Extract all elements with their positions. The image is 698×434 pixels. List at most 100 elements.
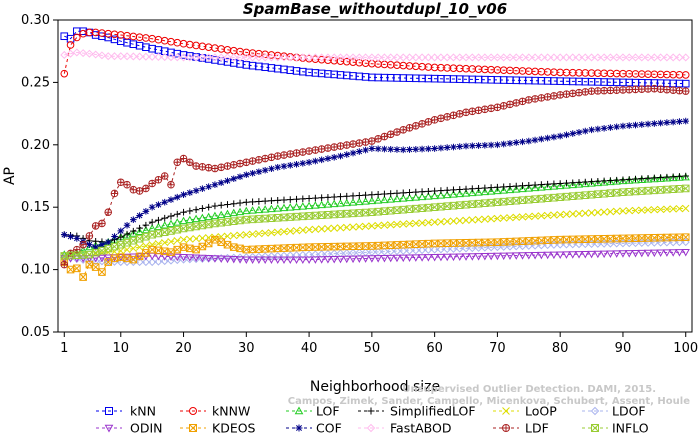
data-point (161, 238, 169, 247)
data-point (538, 181, 545, 188)
data-point (91, 50, 100, 59)
data-point (123, 238, 131, 247)
data-point (682, 117, 690, 125)
data-point (261, 166, 269, 174)
data-point (468, 188, 477, 197)
data-point (73, 235, 81, 242)
data-point (104, 52, 113, 61)
data-point (506, 140, 514, 147)
data-point (650, 186, 659, 195)
data-point (556, 180, 564, 187)
data-point (154, 246, 163, 255)
data-point (198, 213, 207, 222)
data-point (499, 242, 508, 251)
data-point (336, 224, 345, 232)
data-point (424, 245, 433, 254)
data-point (594, 208, 602, 217)
legend-label: ODIN (130, 421, 163, 434)
data-point (348, 198, 358, 206)
data-point (556, 91, 564, 99)
data-point (656, 249, 665, 257)
data-point (104, 238, 112, 246)
data-point (179, 253, 188, 262)
data-point (512, 185, 521, 193)
data-point (613, 176, 620, 184)
data-point (481, 184, 489, 192)
data-point (135, 187, 144, 195)
data-point (468, 244, 477, 253)
data-point (644, 174, 652, 182)
data-point (66, 265, 75, 274)
data-point (531, 181, 539, 189)
data-point (223, 162, 232, 170)
data-point (280, 213, 288, 222)
data-point (431, 187, 438, 195)
data-point (298, 250, 307, 259)
data-point (574, 251, 584, 259)
data-point (650, 206, 658, 214)
data-point (675, 205, 684, 213)
data-point (606, 250, 615, 258)
data-point (650, 174, 659, 183)
data-point (581, 178, 589, 186)
data-point (474, 188, 483, 196)
series-kdeos (60, 233, 690, 281)
data-point (318, 156, 325, 164)
data-point (185, 215, 194, 224)
data-point (487, 53, 496, 62)
data-point (204, 163, 213, 172)
data-point (512, 196, 521, 205)
data-point (493, 186, 502, 195)
data-point (373, 255, 383, 263)
data-point (116, 258, 125, 267)
data-point (380, 195, 389, 204)
x-tick-label: 20 (175, 341, 192, 356)
data-point (380, 132, 389, 141)
data-point (116, 178, 125, 187)
data-point (161, 198, 169, 206)
data-point (166, 53, 175, 62)
data-point (662, 249, 672, 257)
data-point (412, 145, 420, 153)
data-point (530, 183, 540, 192)
data-point (474, 215, 483, 224)
data-point (311, 243, 320, 251)
watermark-line-2: Campos, Zimek, Sander, Campello, Micenko… (288, 396, 690, 407)
data-point (98, 268, 106, 276)
data-point (449, 53, 458, 62)
data-point (312, 157, 319, 165)
data-point (142, 232, 150, 241)
data-point (311, 146, 320, 154)
data-point (242, 158, 251, 167)
data-point (669, 205, 677, 213)
data-point (393, 206, 401, 214)
data-point (681, 53, 690, 62)
data-point (494, 141, 501, 149)
data-point (387, 190, 394, 197)
data-point (236, 199, 244, 207)
data-point (411, 53, 420, 62)
data-point (323, 53, 332, 62)
data-point (324, 224, 332, 233)
data-point (468, 253, 477, 261)
data-point (311, 201, 320, 209)
data-point (217, 201, 225, 209)
data-point (531, 53, 540, 62)
data-point (116, 52, 125, 61)
data-point (499, 53, 508, 62)
data-point (211, 181, 219, 189)
data-point (267, 204, 276, 213)
data-point (637, 249, 646, 258)
data-point (230, 175, 238, 183)
data-point (141, 52, 150, 61)
data-point (562, 53, 571, 62)
data-point (518, 242, 527, 251)
y-axis-label: AP (2, 167, 18, 185)
data-point (374, 53, 383, 62)
data-point (581, 127, 589, 135)
data-point (625, 250, 634, 258)
data-point (280, 162, 288, 170)
data-point (607, 124, 614, 131)
data-point (669, 249, 678, 257)
data-point (160, 221, 169, 229)
